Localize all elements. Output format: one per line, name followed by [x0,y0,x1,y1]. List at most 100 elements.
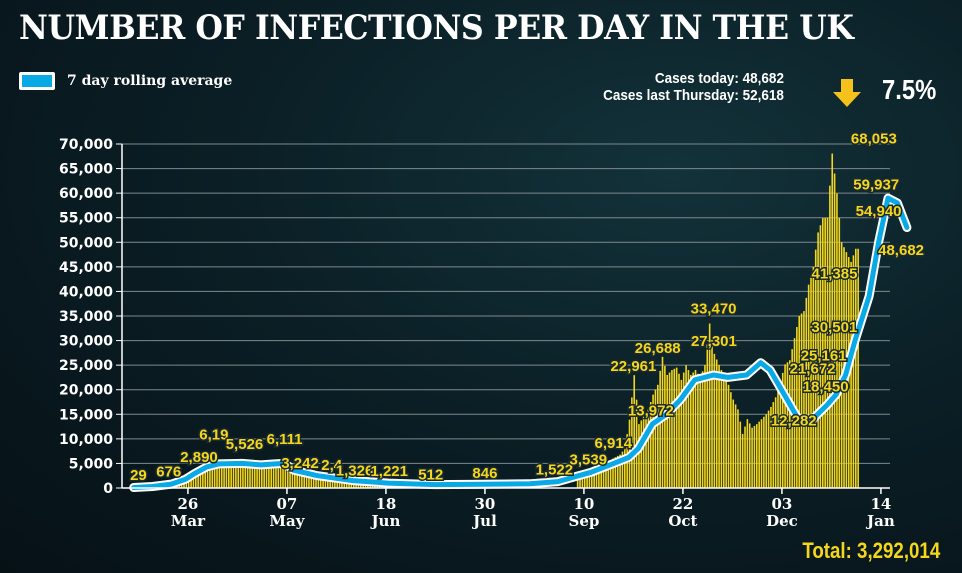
x-tick-month: May [269,512,305,530]
bar [734,404,737,488]
bar [317,476,320,488]
x-tick-month: Mar [171,512,206,530]
bar [642,416,645,488]
data-label: 59,937 [853,176,899,193]
bar [675,367,678,488]
bar [223,462,225,488]
bar [715,359,718,488]
bar [694,370,697,488]
data-label: 5,526 [226,436,264,453]
bar [324,477,327,488]
data-label: 1,326 [336,462,374,479]
bar [685,365,687,488]
bar [232,463,235,488]
bar [631,397,633,488]
bar [206,466,209,488]
bar [220,462,223,488]
bar [824,217,826,489]
bar [183,482,185,488]
bar [699,377,702,488]
bar [753,425,756,488]
data-label: 1,221 [370,463,408,480]
data-label: 27,301 [691,333,737,350]
data-label: 1,522 [536,462,574,479]
bar [701,371,704,488]
bar [315,476,317,488]
bar [338,479,341,488]
bar [600,469,603,488]
bar [296,472,298,488]
bar [289,470,291,488]
bar [230,463,232,488]
bar [647,409,650,488]
bar [334,479,336,488]
bar [216,463,218,488]
y-tick-label: 65,000 [59,162,113,178]
bar [322,477,324,488]
data-label: 30,501 [811,319,857,336]
bar [720,370,723,488]
axes: 0 5,000 10,000 15,000 20,000 25,000 30,000 35,0… [59,137,895,530]
bar [713,353,716,488]
bar [807,284,810,488]
bar [242,464,244,488]
bar [343,480,346,488]
total-cases: Total: 3,292,014 [802,538,940,563]
x-tick-month: Jun [369,512,400,530]
bar [704,365,706,488]
bar [741,433,744,488]
bar [822,218,824,488]
bar [583,476,586,488]
bar [619,454,621,488]
bar [235,463,237,488]
arrow-down-icon [833,79,861,107]
bar [850,261,852,488]
x-tick-day: 10 [573,495,594,513]
bar [190,479,192,488]
data-label: 6,111 [267,431,303,448]
bar [784,364,786,488]
cases-last-thursday: Cases last Thursday: 52,618 [603,87,784,104]
x-tick-day: 07 [276,495,297,513]
bar [666,374,669,488]
bar [272,465,275,488]
bar [697,373,699,488]
data-label: 2,890 [180,449,218,466]
bar [810,275,812,488]
bar [265,466,268,488]
bar [591,473,593,488]
bar [649,402,652,488]
bar [209,465,211,488]
y-tick-label: 45,000 [59,260,113,276]
bar [760,419,763,488]
y-tick-label: 50,000 [59,235,113,251]
bar [781,372,784,488]
bar [779,381,782,488]
bar [680,379,683,488]
data-label: 3,539 [570,452,608,469]
bar [237,464,240,488]
x-tick-day: 18 [375,495,396,513]
y-tick-label: 15,000 [59,407,113,423]
x-tick-month: Dec [766,512,798,530]
bar [687,370,690,488]
bar [708,323,711,488]
bar [595,471,598,488]
bar [678,373,680,488]
bar [819,225,822,488]
daily-bars [176,153,859,489]
bar [765,414,768,488]
data-label: 12,282 [771,413,817,430]
bar [277,466,280,488]
bar [270,465,273,488]
bar [263,466,265,488]
bar [671,370,673,488]
bar [187,481,190,488]
bar [298,473,301,488]
bar [218,463,221,488]
data-label: 21,672 [790,360,836,377]
bar [249,465,251,488]
bar [723,374,725,488]
